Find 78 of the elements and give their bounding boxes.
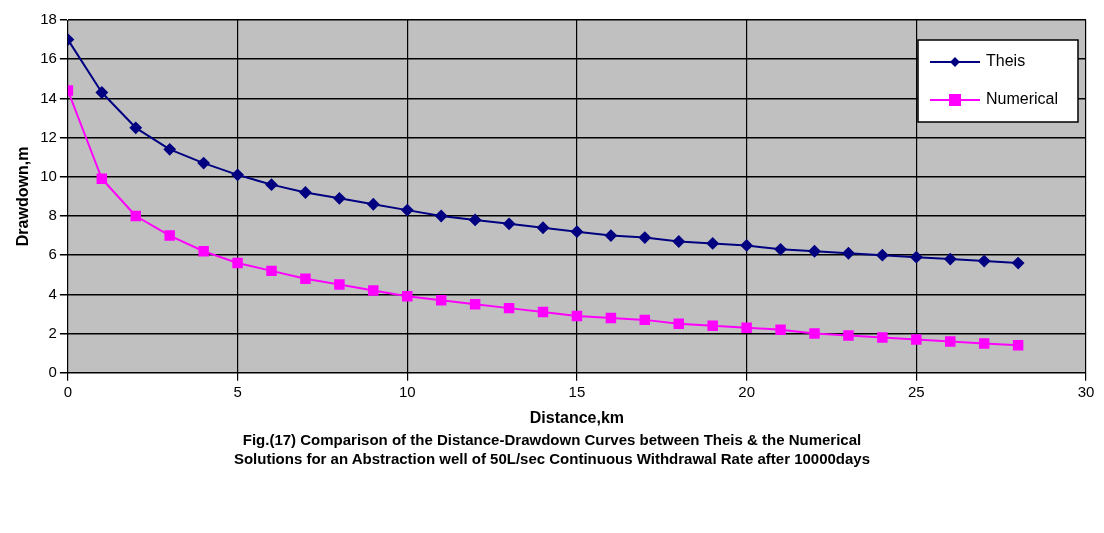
point (96, 173, 108, 184)
point (707, 320, 718, 331)
point (197, 157, 210, 170)
point (503, 217, 516, 230)
point (944, 253, 957, 266)
y-tick-label: 8 (48, 206, 57, 224)
point (401, 204, 414, 217)
point (402, 291, 413, 302)
y-tick-label: 4 (48, 284, 57, 302)
point (638, 231, 651, 244)
point (232, 257, 243, 269)
x-tick-label: 15 (568, 382, 586, 400)
point (334, 279, 345, 290)
y-tick-label: 14 (40, 88, 57, 106)
point (368, 285, 379, 296)
point (95, 86, 108, 99)
point (435, 295, 447, 306)
x-tick-label: 5 (233, 382, 242, 400)
point (265, 178, 278, 191)
point (978, 255, 991, 268)
x-tick-label: 10 (398, 382, 416, 400)
y-tick-label: 0 (48, 362, 57, 380)
point (435, 210, 448, 222)
x-tick-label: 0 (63, 382, 73, 400)
point (945, 336, 956, 347)
point (673, 318, 684, 330)
point (1012, 257, 1025, 270)
y-tick-label: 6 (48, 245, 57, 263)
point (163, 143, 176, 156)
point (843, 330, 854, 341)
point (808, 245, 821, 258)
point (570, 225, 583, 238)
point (198, 246, 209, 257)
point (333, 192, 346, 205)
point (706, 237, 719, 250)
point (300, 273, 311, 284)
point (910, 251, 923, 264)
y-tick-label: 16 (40, 49, 57, 67)
point (775, 324, 786, 335)
point (1012, 340, 1024, 351)
point (605, 312, 617, 324)
point (537, 306, 549, 318)
point (266, 265, 277, 277)
point (130, 210, 141, 222)
legend-label: Numerical (986, 90, 1059, 108)
point (503, 302, 515, 314)
text: Fig.(17) Comparison of the Distance-Drawdown Curves between Theis & the Numerical Solutions for an Abstraction well of 50L/sec Continuous Withdrawal Rate after 10000days (232, 430, 872, 468)
point (809, 328, 820, 339)
point (604, 229, 617, 242)
point (164, 230, 175, 241)
legend-label: Theis (986, 52, 1026, 70)
point (774, 243, 787, 256)
point (911, 334, 922, 345)
point (740, 239, 753, 252)
x-tick-label: 30 (1077, 382, 1095, 400)
point (842, 247, 855, 260)
y-axis-title: Drawdown,m (14, 146, 32, 247)
x-axis-title: Distance,km (529, 408, 625, 426)
point (877, 332, 888, 343)
point (469, 298, 481, 310)
point (299, 186, 312, 199)
point (469, 213, 482, 226)
point (367, 198, 380, 211)
point (978, 338, 990, 349)
point (231, 168, 244, 181)
point (741, 322, 752, 333)
point (571, 310, 583, 322)
y-tick-label: 2 (48, 323, 57, 341)
point (639, 314, 651, 326)
x-tick-label: 20 (738, 382, 755, 400)
x-tick-label: 25 (907, 382, 925, 400)
point (876, 249, 889, 262)
y-tick-label: 10 (40, 166, 57, 184)
y-tick-label: 12 (40, 127, 57, 145)
point (537, 221, 550, 234)
point (129, 121, 142, 134)
point (672, 235, 685, 248)
y-tick-label: 18 (40, 10, 57, 28)
